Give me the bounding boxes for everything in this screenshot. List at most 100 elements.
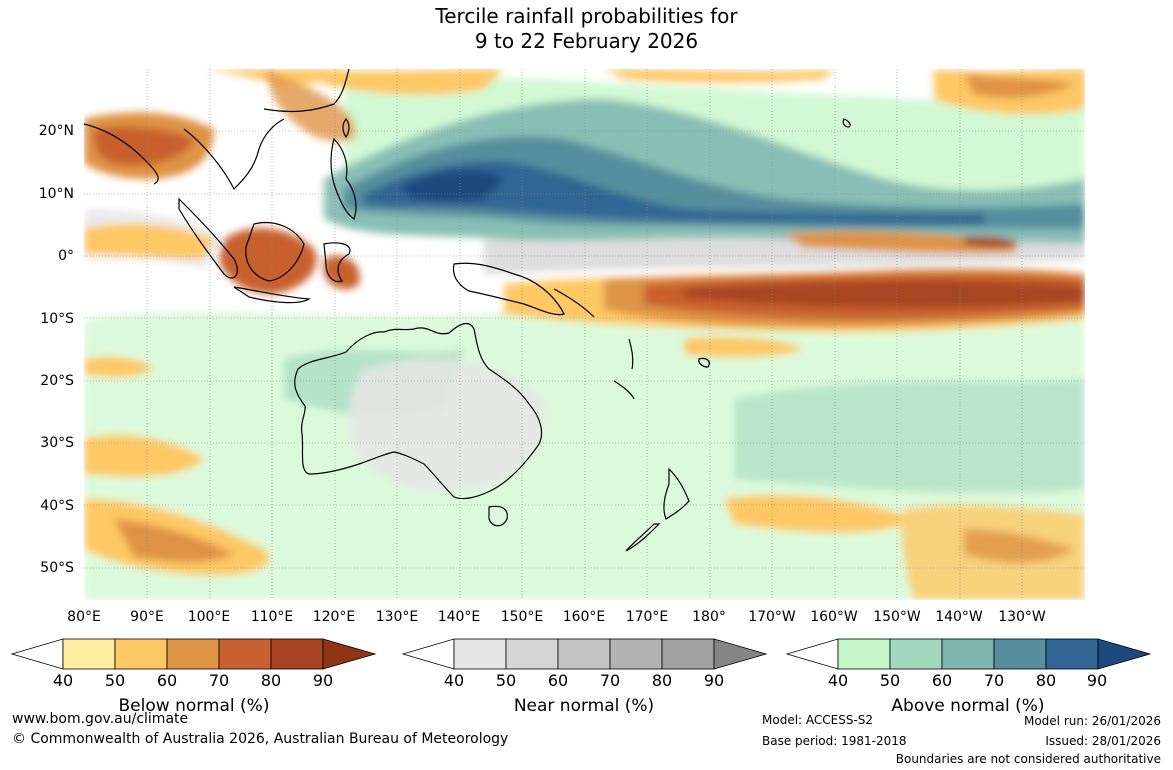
colorbar-segment xyxy=(889,638,943,670)
below-normal-colorbar xyxy=(10,638,377,670)
colorbar-segment xyxy=(218,638,272,670)
colorbar-min-arrow xyxy=(785,638,839,670)
copyright-text: © Commonwealth of Australia 2026, Austra… xyxy=(12,731,509,747)
lat-label-30s: 30°S xyxy=(40,435,74,451)
near-tick-90: 90 xyxy=(703,671,725,690)
near-normal-colorbar xyxy=(401,638,768,670)
lat-label-10s: 10°S xyxy=(40,311,74,327)
lon-label-90e: 90°E xyxy=(130,609,164,625)
indochina-coast xyxy=(183,118,285,191)
colorbar-segment xyxy=(609,638,663,670)
solomon-coast xyxy=(553,288,595,318)
colorbar-segment xyxy=(62,638,116,670)
rainfall-probability-map xyxy=(84,69,1085,600)
colorbar-segment xyxy=(270,638,324,670)
above-tick-60: 60 xyxy=(931,671,953,690)
above-normal-label: Above normal (%) xyxy=(891,696,1045,716)
lon-label-120e: 120°E xyxy=(312,609,356,625)
lat-label-20n: 20°N xyxy=(38,123,74,139)
hawaii-coast xyxy=(842,118,851,128)
lat-label-20s: 20°S xyxy=(40,373,74,389)
lon-label-170w: 170°W xyxy=(748,609,796,625)
lon-label-160w: 160°W xyxy=(810,609,858,625)
colorbar-max-arrow xyxy=(1097,638,1152,670)
below-tick-60: 60 xyxy=(156,671,178,690)
near-tick-50: 50 xyxy=(495,671,517,690)
tasmania-coast xyxy=(488,505,508,527)
lon-label-160e: 160°E xyxy=(562,609,606,625)
below-normal-label: Below normal (%) xyxy=(118,696,270,716)
title-line-2: 9 to 22 February 2026 xyxy=(474,29,699,53)
probability-field xyxy=(84,69,1085,600)
lon-label-140e: 140°E xyxy=(437,609,481,625)
near-tick-80: 80 xyxy=(651,671,673,690)
above-tick-80: 80 xyxy=(1035,671,1057,690)
lon-label-150e: 150°E xyxy=(500,609,544,625)
below-tick-40: 40 xyxy=(52,671,74,690)
colorbar-segment xyxy=(505,638,559,670)
issued-date: Issued: 28/01/2026 xyxy=(1045,734,1161,748)
below-tick-70: 70 xyxy=(208,671,230,690)
below-tick-50: 50 xyxy=(104,671,126,690)
vanuatu-coast xyxy=(628,338,634,370)
new-caledonia-coast xyxy=(613,380,635,400)
near-normal-label: Near normal (%) xyxy=(513,696,655,716)
lon-label-150w: 150°W xyxy=(873,609,921,625)
new-guinea-coast xyxy=(452,262,565,316)
above-tick-40: 40 xyxy=(827,671,849,690)
lon-label-130w: 130°W xyxy=(998,609,1046,625)
philippines-coast xyxy=(330,137,357,220)
colorbar-max-arrow xyxy=(713,638,768,670)
sulawesi-coast xyxy=(323,242,351,283)
colorbar-segment xyxy=(166,638,220,670)
model-run-date: Model run: 26/01/2026 xyxy=(1023,714,1161,728)
website-link[interactable]: www.bom.gov.au/climate xyxy=(12,711,189,727)
below-tick-80: 80 xyxy=(260,671,282,690)
colorbar-segment xyxy=(941,638,995,670)
above-normal-colorbar xyxy=(785,638,1152,670)
colorbar-segment xyxy=(557,638,611,670)
sumatra-coast xyxy=(178,197,238,279)
lon-label-110e: 110°E xyxy=(250,609,294,625)
colorbar-segment xyxy=(837,638,891,670)
fiji-coast xyxy=(698,357,710,368)
taiwan-coast xyxy=(342,118,350,139)
below-tick-90: 90 xyxy=(312,671,334,690)
lon-label-140w: 140°W xyxy=(935,609,983,625)
colorbar-segment xyxy=(453,638,507,670)
boundaries-disclaimer: Boundaries are not considered authoritat… xyxy=(895,752,1161,766)
lat-label-0: 0° xyxy=(58,248,74,264)
lon-label-170e: 170°E xyxy=(625,609,669,625)
near-tick-40: 40 xyxy=(443,671,465,690)
near-tick-70: 70 xyxy=(599,671,621,690)
lat-label-10n: 10°N xyxy=(38,186,74,202)
lat-label-40s: 40°S xyxy=(40,498,74,514)
lon-label-130e: 130°E xyxy=(375,609,419,625)
lon-label-180: 180° xyxy=(692,609,726,625)
new-zealand-north xyxy=(663,467,690,520)
new-zealand-south xyxy=(625,523,661,552)
colorbar-max-arrow xyxy=(322,638,377,670)
title-line-1: Tercile rainfall probabilities for xyxy=(435,4,738,28)
coastlines xyxy=(84,69,851,552)
model-name: Model: ACCESS-S2 xyxy=(762,713,874,727)
borneo-coast xyxy=(245,222,305,282)
australia-coast xyxy=(294,322,543,500)
colorbar-segment xyxy=(661,638,715,670)
above-tick-70: 70 xyxy=(983,671,1005,690)
graticule xyxy=(84,69,1085,600)
colorbar-segment xyxy=(1045,638,1099,670)
near-tick-60: 60 xyxy=(547,671,569,690)
map-title: Tercile rainfall probabilities for 9 to … xyxy=(0,4,1173,54)
above-tick-50: 50 xyxy=(879,671,901,690)
colorbar-min-arrow xyxy=(10,638,64,670)
colorbar-segment xyxy=(114,638,168,670)
lat-label-50s: 50°S xyxy=(40,560,74,576)
colorbar-segment xyxy=(993,638,1047,670)
java-coast xyxy=(233,286,311,304)
india-coast xyxy=(84,123,159,185)
lon-label-80e: 80°E xyxy=(67,609,101,625)
lon-label-100e: 100°E xyxy=(187,609,231,625)
colorbar-min-arrow xyxy=(401,638,455,670)
above-tick-90: 90 xyxy=(1086,671,1108,690)
